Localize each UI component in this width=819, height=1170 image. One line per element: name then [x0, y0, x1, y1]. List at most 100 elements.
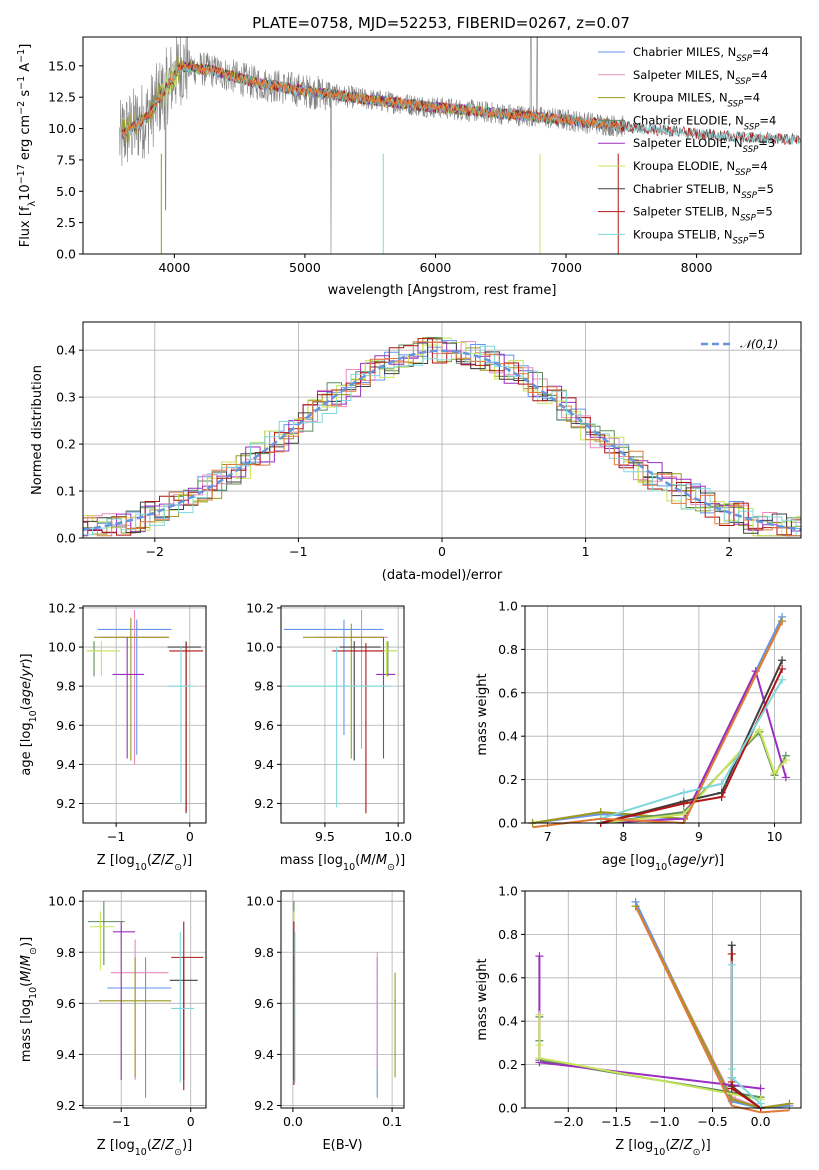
mass_vs_EBV-ytick-label: 9.6 [254, 996, 274, 1011]
residuals-hist-3 [83, 337, 801, 537]
mass_vs_EBV-point [376, 971, 379, 974]
mass_vs_EBV-xtick-label: 0.0 [283, 1114, 303, 1129]
weight_vs_Z-marker [727, 949, 736, 958]
weight_vs_Z-marker [727, 960, 736, 969]
age_vs_Z-point [130, 636, 132, 639]
age_vs_Z-frame [82, 605, 207, 824]
weight_vs_Z-series-line [538, 1014, 761, 1101]
age_vs_Z-point [126, 673, 128, 676]
spectrum-plot-area [119, 37, 801, 254]
weight_vs_age-marker [679, 799, 688, 808]
weight_vs_Z-marker [727, 941, 736, 950]
weight_vs_age-marker [778, 617, 787, 626]
mass_vs_Z-point [103, 920, 105, 923]
weight_vs_age-marker [778, 656, 787, 665]
age_vs_Z-point [100, 650, 103, 652]
residuals-ytick-label: 0.2 [56, 437, 76, 452]
legend-entry: Salpeter STELIB, NSSP=5 [633, 205, 773, 224]
weight_vs_Z-marker [727, 1064, 736, 1073]
mass_vs_Z-point [99, 925, 102, 928]
weight_vs_Z-ytick-label: 0.2 [498, 1057, 518, 1072]
spectrum-xtick-label: 6000 [420, 260, 452, 275]
spectrum-axes: 4000 5000 6000 7000 8000 0.0 2.5 5.0 7.5 10.0 12.5… [48, 58, 712, 275]
weight_vs_Z-marker [727, 1084, 736, 1093]
mass_vs_Z-frame [82, 890, 207, 1109]
weight_vs_age-series-line [600, 659, 784, 824]
spectrum-ytick-label: 0.0 [56, 247, 76, 262]
spectrum-ytick-label: 2.5 [56, 215, 76, 230]
mass_vs_EBV-ytick-label: 10.0 [246, 894, 274, 909]
age_vs_mass-ytick-label: 9.4 [254, 757, 274, 772]
spectrum-xtick-label: 7000 [550, 260, 582, 275]
weight_vs_Z-marker [631, 902, 640, 911]
residuals-ytick-label: 0.4 [56, 343, 76, 358]
weight_vs_Z-ytick-label: 0.4 [498, 1014, 518, 1029]
weight_vs_Z-ylabel: mass weight [475, 958, 490, 1040]
mass_vs_Z-xlabel: Z [log10(Z/Z⊙)] [97, 1138, 192, 1158]
age_vs_Z-point [135, 628, 138, 631]
residuals-xtick-label: 1 [582, 544, 590, 559]
weight_vs_Z-xtick-label: −1.5 [601, 1114, 631, 1129]
weight_vs_Z-xlabel: Z [log10(Z/Z⊙)] [615, 1138, 710, 1158]
weight_vs_age-xtick-label: 8 [619, 829, 627, 844]
weight_vs_Z-ytick-label: 1.0 [498, 884, 518, 899]
mass_vs_EBV-point [294, 1007, 296, 1010]
mass_vs_Z-ytick-label: 9.4 [56, 1047, 76, 1062]
spectrum-xtick-label: 5000 [289, 260, 321, 275]
mass_vs_Z-xtick-label: −1 [112, 1114, 130, 1129]
mass_vs_Z-ytick-label: 10.0 [48, 894, 76, 909]
weight_vs_Z-marker [535, 1041, 544, 1050]
age_vs_mass-ytick-label: 9.6 [254, 718, 274, 733]
age_vs_mass-point [385, 650, 388, 652]
mass_vs_Z-point [144, 987, 147, 989]
age_vs_Z-ytick-label: 9.4 [56, 757, 76, 772]
age_vs_Z-point [185, 650, 187, 652]
spectrum-model-line-orange [121, 60, 625, 136]
age_vs_mass-point [382, 673, 385, 676]
weight_vs_Z-marker [727, 1073, 736, 1082]
spectrum-legend: Chabrier MILES, NSSP=4 Salpeter MILES, NS… [598, 45, 776, 246]
weight_vs_Z-marker [535, 952, 544, 961]
mass_vs_Z-point [120, 931, 123, 933]
spectrum-xlabel: wavelength [Angstrom, rest frame] [328, 283, 557, 298]
legend-entry: Chabrier ELODIE, NSSP=4 [633, 113, 776, 132]
mass_vs_Z-ytick-label: 9.2 [56, 1098, 76, 1113]
age_vs_mass-ytick-label: 9.2 [254, 796, 274, 811]
mass_vs_EBV-ytick-label: 9.4 [254, 1047, 274, 1062]
mass_vs_Z-ytick-label: 9.6 [56, 996, 76, 1011]
age_vs_mass-xlabel: mass [log10(M/M⊙)] [280, 853, 405, 873]
age_vs_Z-ylabel: age [log10(age/yr)] [19, 653, 39, 775]
mass_vs_EBV-xlabel: E(B-V) [322, 1138, 362, 1153]
residuals-legend-label: 𝒩(0,1) [740, 337, 778, 351]
mass_vs_EBV-ytick-label: 9.2 [254, 1098, 274, 1113]
legend-entry: Kroupa ELODIE, NSSP=4 [633, 159, 768, 178]
mass_vs_Z-point [182, 956, 185, 959]
legend-entry: Chabrier STELIB, NSSP=5 [633, 182, 774, 201]
age_vs_Z-points [86, 609, 204, 814]
weight_vs_age-ytick-label: 0.4 [498, 729, 518, 744]
residuals-xtick-label: 0 [438, 544, 446, 559]
weight_vs_Z-lines [535, 897, 794, 1114]
weight_vs_age-xlabel: age [log10(age/yr)] [602, 853, 724, 873]
legend-entry: Salpeter MILES, NSSP=4 [633, 68, 768, 87]
mass_vs_EBV-xtick-label: 0.1 [382, 1114, 402, 1129]
weight_vs_Z-series-line-orange [634, 905, 790, 1114]
mass_vs_EBV-point [394, 999, 396, 1002]
age_vs_Z-ytick-label: 9.8 [56, 679, 76, 694]
weight_vs_Z-marker [535, 1010, 544, 1019]
residuals-ytick-label: 0.1 [56, 484, 76, 499]
residuals-hist-9 [83, 341, 801, 537]
mass_vs_EBV-ytick-label: 9.8 [254, 945, 274, 960]
spectrum-frame [82, 36, 802, 255]
weight_vs_Z-xtick-label: −2.0 [553, 1114, 583, 1129]
legend-entry: Salpeter ELODIE, NSSP=3 [633, 136, 775, 155]
legend-entry: Kroupa MILES, NSSP=4 [633, 91, 760, 110]
weight_vs_Z-series-line [634, 905, 790, 1110]
weight_vs_Z-marker [785, 1099, 794, 1108]
mass_vs_EBV-points [293, 901, 396, 1098]
mass_vs_Z-xtick-label: 0 [187, 1114, 195, 1129]
weight_vs_Z-xtick-label: −1.0 [649, 1114, 679, 1129]
residuals-xtick-label: 2 [725, 544, 733, 559]
age_vs_Z-axes: −1 0 9.2 9.4 9.6 9.8 10.0 10.2 [48, 600, 206, 844]
